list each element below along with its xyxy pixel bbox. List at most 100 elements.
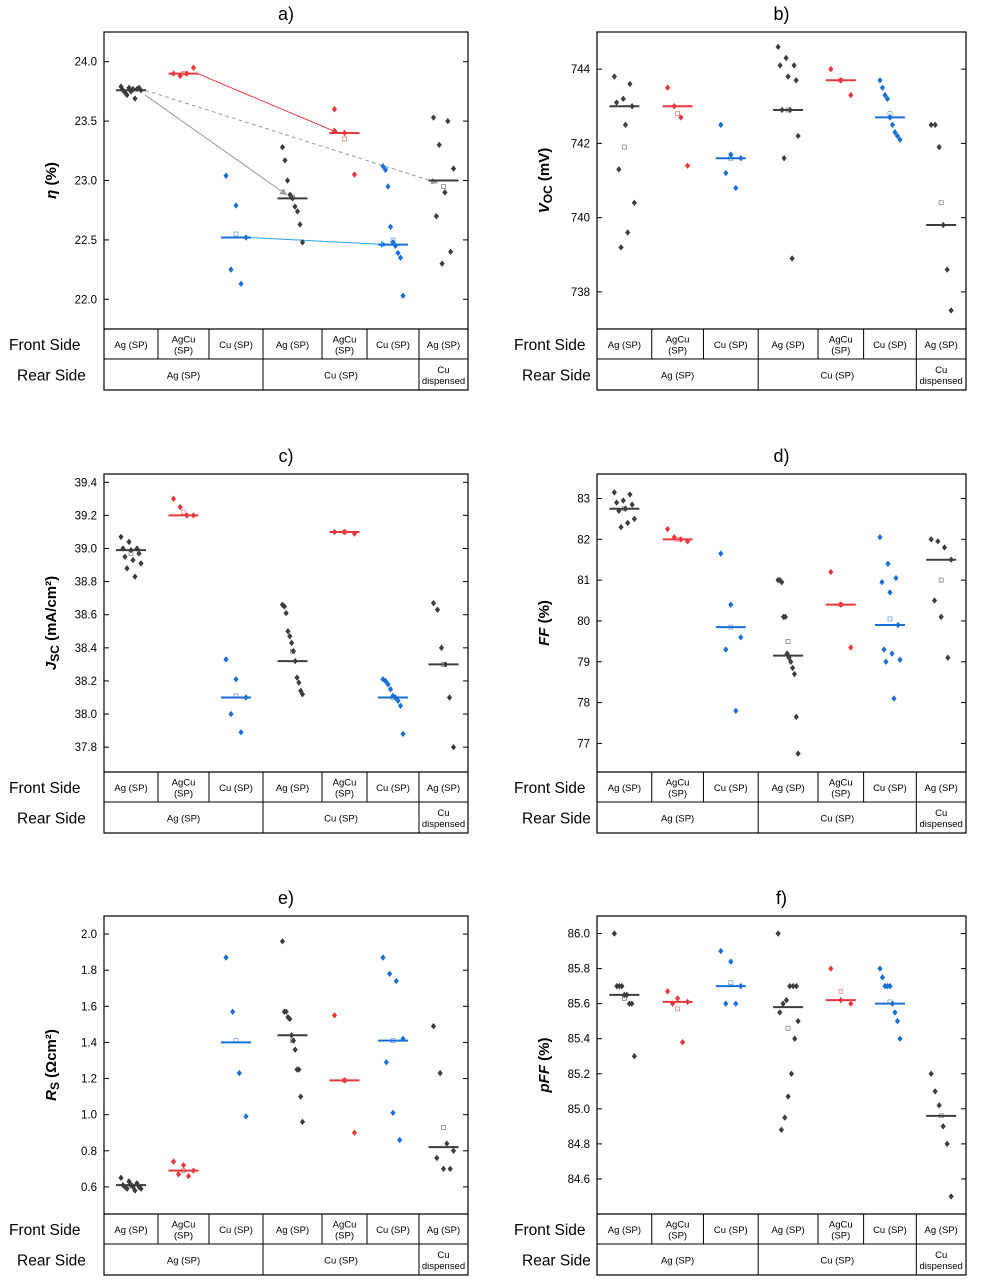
front-side-cell: (SP) — [831, 346, 850, 357]
data-point — [733, 184, 739, 192]
y-tick-label: 82 — [577, 534, 590, 546]
data-group — [825, 965, 856, 1007]
data-point — [288, 639, 295, 647]
data-point — [190, 1167, 197, 1174]
front-side-cell: Ag (SP) — [925, 783, 958, 794]
data-point — [627, 491, 633, 498]
y-axis-label: VOC (mV) — [536, 148, 555, 214]
front-side-cell: Cu (SP) — [714, 1225, 748, 1236]
data-point — [783, 54, 789, 62]
data-point — [785, 1093, 791, 1100]
data-point — [882, 91, 888, 99]
front-side-cell: Ag (SP) — [771, 340, 804, 351]
mean-marker — [181, 1168, 186, 1174]
data-point — [684, 998, 691, 1006]
data-point — [136, 550, 142, 557]
data-point — [450, 743, 457, 751]
y-tick-label: 85.2 — [568, 1069, 590, 1081]
data-point — [791, 62, 797, 69]
data-point — [620, 95, 626, 103]
mean-marker — [441, 1124, 446, 1130]
data-point — [296, 1066, 302, 1073]
y-axis-label: pFF (%) — [536, 1038, 553, 1094]
data-point — [341, 1077, 348, 1084]
data-point — [625, 229, 631, 236]
front-side-cell: AgCu — [333, 1220, 357, 1231]
rear-side-cell: Cu (SP) — [324, 1256, 358, 1267]
data-group — [168, 1158, 199, 1180]
data-point — [893, 574, 899, 582]
data-point — [124, 91, 130, 99]
mean-marker — [938, 1113, 944, 1119]
data-point — [380, 676, 386, 683]
mean-marker — [838, 989, 844, 994]
data-group — [773, 576, 804, 757]
data-point — [397, 254, 404, 261]
data-point — [838, 601, 844, 608]
data-point — [784, 650, 790, 657]
data-point — [785, 73, 791, 80]
data-group — [221, 954, 251, 1120]
front-side-cell: (SP) — [668, 346, 687, 357]
front-side-label: Front Side — [514, 337, 586, 354]
y-axis-label: RS (Ωcm²) — [43, 1029, 62, 1101]
data-point — [290, 647, 297, 655]
front-side-cell: Ag (SP) — [608, 1225, 641, 1236]
data-point — [170, 70, 177, 77]
data-point — [792, 1035, 798, 1042]
data-point — [341, 528, 348, 536]
data-point — [782, 1114, 788, 1121]
data-point — [777, 1009, 783, 1016]
y-axis-label-sub: OC — [541, 185, 555, 203]
data-point — [446, 694, 453, 701]
data-point — [284, 177, 291, 184]
rear-side-label: Rear Side — [522, 368, 591, 385]
y-axis-label-main: V — [536, 201, 553, 213]
front-side-cell: Ag (SP) — [276, 1225, 309, 1236]
data-group — [116, 83, 146, 102]
data-point — [948, 307, 954, 314]
data-point — [892, 1009, 898, 1016]
data-point — [392, 242, 399, 250]
data-point — [723, 169, 729, 177]
data-point — [684, 162, 691, 169]
plot-frame — [103, 473, 469, 834]
data-point — [629, 501, 635, 508]
data-point — [664, 84, 671, 91]
mean-marker — [342, 136, 347, 142]
data-point — [395, 697, 401, 705]
data-point — [611, 489, 617, 496]
data-point — [616, 507, 622, 514]
front-side-cell: Cu (SP) — [376, 783, 410, 794]
front-side-cell: AgCu — [829, 1220, 853, 1231]
data-point — [341, 129, 348, 137]
rear-side-label: Rear Side — [522, 811, 591, 828]
data-point — [351, 171, 358, 178]
plot-frame — [596, 473, 967, 834]
front-side-cell: (SP) — [174, 789, 193, 800]
front-side-cell: Cu (SP) — [376, 1225, 410, 1236]
data-group — [662, 84, 693, 169]
data-point — [243, 694, 249, 701]
front-side-cell: AgCu — [666, 1220, 690, 1231]
data-point — [124, 1185, 130, 1192]
front-side-cell: Ag (SP) — [771, 783, 804, 794]
data-point — [674, 995, 681, 1002]
data-point — [780, 1000, 786, 1007]
data-point — [223, 172, 229, 179]
y-tick-label: 1.4 — [81, 1037, 98, 1049]
data-point — [631, 199, 637, 206]
data-point — [437, 1069, 443, 1077]
data-point — [434, 1154, 440, 1162]
data-point — [738, 155, 744, 162]
data-point — [787, 106, 793, 114]
data-point — [288, 1032, 295, 1039]
rear-side-cell: dispensed — [422, 819, 465, 830]
front-side-cell: AgCu — [829, 335, 853, 346]
data-point — [613, 499, 620, 506]
y-tick-label: 0.8 — [81, 1146, 97, 1158]
mean-marker — [675, 1006, 680, 1012]
data-group — [773, 43, 804, 262]
data-point — [790, 664, 796, 672]
y-axis-label-unit: (mA/cm²) — [43, 576, 60, 645]
